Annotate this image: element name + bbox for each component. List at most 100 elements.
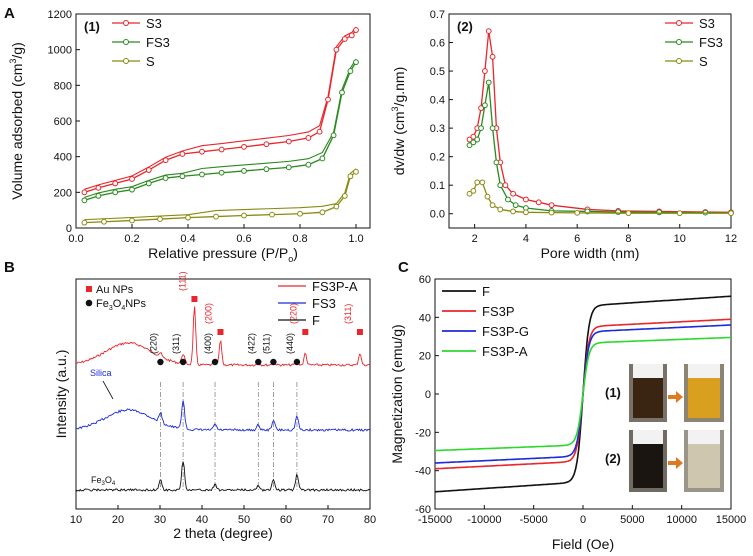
peak-label: (440): [285, 333, 295, 354]
data-point: [319, 209, 326, 216]
data-point: [341, 36, 348, 42]
data-point: [484, 193, 491, 200]
x-tick-label: -10000: [467, 514, 501, 526]
legend-a1: S3 FS3 S: [112, 16, 170, 69]
data-point: [305, 161, 312, 168]
data-point: [466, 136, 473, 143]
data-point: [129, 186, 135, 193]
data-point: [466, 190, 473, 197]
data-point: [348, 32, 355, 39]
series-group-b: [75, 306, 371, 492]
legend-label: S: [146, 54, 155, 69]
x-tick-label: 0.8: [292, 233, 307, 245]
data-point: [470, 133, 477, 140]
x-tick-label: 1.0: [348, 233, 363, 245]
y-axis-label-a2: dv/dw (cm3/g.nm): [390, 67, 407, 176]
legend-label: FS3: [146, 35, 170, 50]
data-point: [157, 216, 163, 222]
x-axis-label-b: 2 theta (degree): [173, 525, 273, 541]
xrd-trace-FS3P-A: [76, 306, 371, 367]
y-tick-label: -40: [415, 466, 431, 478]
legend-label: FS3P-A: [482, 344, 528, 359]
au-marker: [356, 329, 363, 335]
y-axis-label-b: Intensity (a.u.): [53, 350, 69, 439]
data-point: [112, 180, 119, 187]
legend-fe3o4-marker: [85, 299, 93, 307]
inset-vial-photos: (1) (2): [605, 358, 729, 498]
data-point: [489, 202, 496, 209]
legend-label: FS3: [312, 296, 336, 311]
silica-arrow: [102, 380, 114, 400]
data-point: [218, 169, 225, 176]
y-tick-label: 800: [54, 80, 72, 92]
fe3o4-marker: [255, 358, 262, 366]
peak-label: (311): [343, 304, 353, 324]
series-branch-S3: [84, 26, 357, 190]
y-tick-label: 400: [54, 152, 72, 164]
data-point: [129, 176, 135, 182]
data-point: [510, 208, 516, 215]
y-tick-label: 200: [54, 187, 72, 199]
data-point: [145, 167, 152, 173]
legend-label: FS3P-G: [482, 324, 529, 339]
fe3o4-marker: [211, 358, 219, 366]
plot-frame-a1: [75, 13, 371, 229]
legend-marker: [123, 39, 129, 45]
peak-label: (200): [203, 303, 213, 324]
data-point: [474, 179, 481, 186]
fe3o4-marker: [270, 358, 277, 366]
data-point: [493, 159, 500, 166]
peak-label: (422): [246, 333, 256, 354]
data-point: [333, 203, 340, 210]
x-tick-label: 8: [625, 233, 631, 245]
x-tick-label: 0.6: [236, 233, 251, 245]
panel-b: B 10 20 30 40 50 60 70 80 (220) (311)(111)(400)(…: [4, 259, 376, 541]
data-point: [353, 59, 359, 66]
y-tick-label: 40: [419, 312, 431, 324]
x-tick-label: 70: [322, 514, 334, 526]
data-point: [319, 155, 326, 162]
data-point: [470, 139, 477, 146]
y-tick-label: 0.0: [430, 209, 445, 221]
data-point: [162, 157, 169, 164]
data-point: [353, 27, 359, 33]
legend-label: S3: [146, 16, 162, 31]
x-tick-label: 10000: [666, 514, 697, 526]
xrd-trace-F: [75, 461, 371, 492]
data-point: [489, 125, 496, 132]
panel-letter-a: A: [4, 5, 15, 22]
axis-ticks-c: -15000 -10000 -5000 0 5000 10000 15000 -60 -40 -2…: [415, 274, 746, 526]
legend-label: S: [699, 54, 708, 69]
data-point: [505, 196, 511, 203]
legend-marker: [676, 39, 682, 45]
y-tick-label: 0.4: [430, 95, 445, 107]
series-group-a1: [81, 26, 359, 226]
data-point: [478, 105, 484, 112]
data-point: [728, 210, 734, 217]
y-axis-label-a1: Volume adsorbed (cm3/g): [8, 42, 25, 200]
xrd-trace-FS3: [75, 400, 371, 432]
data-point: [145, 180, 152, 187]
x-tick-label: 0: [580, 514, 586, 526]
data-point: [81, 219, 88, 226]
peak-labels-b: (220) (311) (111) (400) (200) (422) (511) (440)…: [148, 271, 363, 366]
data-point: [485, 79, 492, 86]
data-point: [162, 175, 169, 181]
y-axis-label-c: Magnetization (emu/g): [389, 324, 405, 463]
y-tick-label: 0.6: [430, 38, 445, 50]
y-tick-label: 600: [54, 116, 72, 128]
data-point: [269, 211, 275, 218]
data-point: [285, 164, 292, 171]
data-point: [625, 210, 632, 217]
x-tick-label: 10: [70, 514, 82, 526]
data-point: [213, 213, 219, 220]
legend-label: F: [312, 313, 320, 328]
data-point: [656, 209, 663, 216]
x-axis-label-c: Field (Oe): [552, 536, 614, 552]
panel-letter-c: C: [398, 259, 409, 276]
data-point: [112, 189, 119, 196]
legend-marker: [123, 58, 129, 64]
x-axis-label-a1: Relative pressure (P/Po): [148, 245, 298, 264]
data-point: [512, 202, 519, 209]
